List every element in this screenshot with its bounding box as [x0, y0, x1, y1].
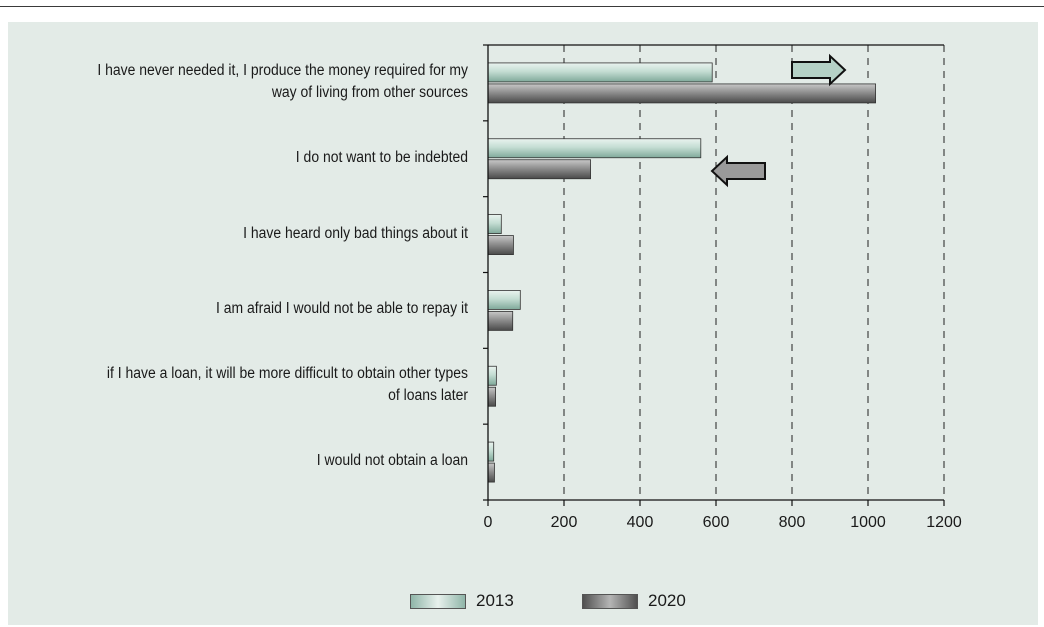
x-tick-label-600: 600: [703, 514, 730, 531]
axes: 0 200 400 600 800 1000 1200: [483, 44, 962, 531]
category-label-4: if I have a loan, it will be more diffic…: [45, 363, 468, 407]
bar-2013-2: [487, 214, 502, 234]
bar-2013-5: [487, 441, 495, 462]
legend-swatch-2013: [410, 593, 466, 609]
category-label-line: of loans later: [388, 387, 468, 405]
category-label-line: I would not obtain a loan: [316, 452, 468, 470]
x-tick-label-800: 800: [779, 514, 806, 531]
bar-2013-0: [487, 62, 713, 83]
category-label-line: I am afraid I would not be able to repay…: [215, 300, 468, 318]
bar-2020-3: [487, 311, 514, 331]
annotations: [710, 53, 847, 188]
x-tick-label-400: 400: [627, 514, 654, 531]
x-tick-label-200: 200: [551, 514, 578, 531]
bar-2013-3: [487, 290, 521, 310]
category-label-line: way of living from other sources: [271, 83, 468, 101]
category-label-line: I do not want to be indebted: [295, 148, 468, 166]
bar-2013-1: [487, 138, 702, 159]
legend-label-2020: 2020: [648, 591, 686, 610]
x-tick-label-1000: 1000: [850, 514, 886, 531]
legend-swatch-2020: [582, 593, 638, 609]
category-label-line: if I have a loan, it will be more diffic…: [106, 365, 468, 383]
category-label-2: I have heard only bad things about it: [45, 223, 468, 245]
chart-panel: [8, 22, 1038, 625]
bar-2020-4: [487, 386, 496, 407]
category-label-0: I have never needed it, I produce the mo…: [45, 60, 468, 104]
category-label-3: I am afraid I would not be able to repay…: [45, 298, 468, 320]
legend-label-2013: 2013: [476, 591, 514, 610]
legend-item-2020: 2020: [582, 589, 686, 613]
grid-lines: [563, 45, 945, 500]
bar-2020-2: [487, 235, 514, 255]
category-label-line: I have heard only bad things about it: [243, 224, 468, 242]
arrow-left-icon: [710, 154, 766, 188]
x-tick-label-0: 0: [484, 514, 493, 531]
bar-2020-0: [487, 83, 877, 104]
bar-2020-1: [487, 159, 591, 180]
bars: [487, 62, 877, 483]
x-tick-label-1200: 1200: [926, 514, 962, 531]
category-label-1: I do not want to be indebted: [45, 147, 468, 169]
top-rule: [0, 6, 1044, 7]
legend-item-2013: 2013: [410, 589, 514, 613]
category-label-line: I have never needed it, I produce the mo…: [97, 61, 468, 79]
arrow-right-icon: [791, 53, 847, 87]
bar-2013-4: [487, 365, 497, 386]
category-label-5: I would not obtain a loan: [45, 450, 468, 472]
bar-2020-5: [487, 462, 495, 483]
